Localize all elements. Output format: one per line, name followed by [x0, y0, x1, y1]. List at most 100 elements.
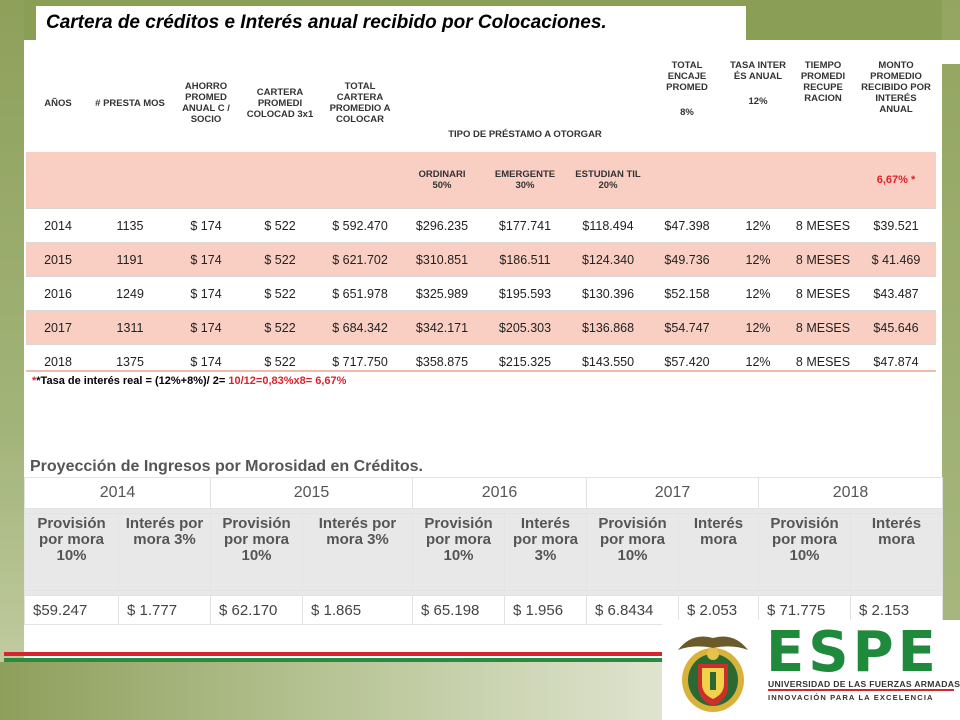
value-cell: $ 62.170	[210, 595, 303, 625]
year-header: 2018	[758, 477, 943, 509]
column-label: Provisión por mora 10%	[758, 513, 851, 591]
table1-header-row: AÑOS # PRESTA MOS AHORRO PROMED ANUAL C …	[26, 54, 936, 152]
espe-crest-icon	[678, 636, 748, 712]
subheader-emergente-pct: 30%	[515, 180, 535, 191]
cell-tasa: 12%	[726, 310, 791, 345]
espe-slogan: INNOVACIÓN PARA LA EXCELENCIA	[768, 693, 934, 702]
frame-right	[942, 0, 960, 720]
cell-cartera: $ 522	[242, 242, 318, 277]
years-row: 2014 2015 2016 2017 2018	[24, 477, 943, 509]
espe-divider	[768, 689, 954, 691]
cell-prestamos: 1191	[90, 242, 170, 277]
header-tasa-label: TASA INTER ÉS ANUAL	[730, 60, 786, 82]
cell-ahorro: $ 174	[170, 344, 242, 378]
year-header: 2017	[586, 477, 759, 509]
title-box	[36, 6, 746, 46]
table1-subheader-row: ORDINARI 50% EMERGENTE 30% ESTUDIAN TIL …	[26, 152, 937, 209]
table-row: 2018 1375 $ 174 $ 522 $ 717.750 $358.875 $215.…	[26, 344, 937, 378]
header-cartera: CARTERA PROMEDI COLOCAD 3x1	[246, 86, 314, 120]
table1-bottom-border	[26, 370, 936, 372]
header-ahorro: AHORRO PROMED ANUAL C / SOCIO	[182, 81, 230, 125]
header-tasa-pct: 12%	[748, 96, 768, 107]
table-row: 2014 1135 $ 174 $ 522 $ 592.470 $296.235 $177.…	[26, 208, 937, 243]
cell-total: $ 651.978	[318, 276, 402, 311]
subheader-estudiantil: ESTUDIAN TIL 20%	[568, 152, 649, 209]
cell-tiempo: 8 MESES	[790, 208, 857, 243]
value-cell: $ 1.865	[302, 595, 413, 625]
cell-ahorro: $ 174	[170, 276, 242, 311]
cell-emergente: $177.741	[482, 208, 568, 243]
cell-ordinario: $342.171	[402, 310, 482, 345]
subheader-estudiantil-label: ESTUDIAN TIL	[575, 169, 641, 180]
subheader-emergente: EMERGENTE 30%	[482, 152, 568, 209]
header-encaje: TOTAL ENCAJE PROMED 8%	[648, 54, 726, 152]
value-cell: $ 65.198	[412, 595, 505, 625]
cell-cartera: $ 522	[242, 276, 318, 311]
cell-ordinario: $296.235	[402, 208, 482, 243]
cell-monto: $39.521	[856, 208, 937, 243]
cell-ordinario: $358.875	[402, 344, 482, 378]
column-label: Provisión por mora 10%	[412, 513, 505, 591]
table1-body: 2014 1135 $ 174 $ 522 $ 592.470 $296.235 $177.…	[26, 208, 937, 378]
subheader-ordinario-label: ORDINARI	[418, 169, 466, 180]
cell-year: 2018	[26, 344, 90, 378]
frame-left	[0, 0, 24, 720]
cell-tiempo: 8 MESES	[790, 242, 857, 277]
cell-monto: $45.646	[856, 310, 937, 345]
value-cell: $59.247	[24, 595, 119, 625]
cell-encaje: $47.398	[648, 208, 727, 243]
values-row: $59.247 $ 1.777 $ 62.170 $ 1.865 $ 65.198 $ 1…	[24, 595, 943, 625]
cell-ahorro: $ 174	[170, 310, 242, 345]
header-tasa: TASA INTER ÉS ANUAL 12%	[726, 54, 790, 152]
cell-estudiantil: $130.396	[568, 276, 649, 311]
header-anos: AÑOS	[44, 97, 72, 109]
table-row: 2015 1191 $ 174 $ 522 $ 621.702 $310.851 $186.…	[26, 242, 937, 277]
value-cell: $ 1.956	[504, 595, 587, 625]
espe-university-name: UNIVERSIDAD DE LAS FUERZAS ARMADAS	[768, 679, 960, 689]
subheader-monto-rate: 6,67% *	[856, 152, 937, 209]
cell-encaje: $49.736	[648, 242, 727, 277]
header-prestamos: # PRESTA MOS	[95, 97, 165, 109]
cell-year: 2015	[26, 242, 90, 277]
subheader-emergente-label: EMERGENTE	[494, 169, 556, 180]
cell-emergente: $215.325	[482, 344, 568, 378]
note-text: *Tasa de interés real = (12%+8%)/ 2=	[36, 375, 226, 387]
subheader-ordinario: ORDINARI 50%	[402, 152, 482, 209]
cell-monto: $43.487	[856, 276, 937, 311]
value-cell: $ 1.777	[118, 595, 211, 625]
delinquency-table: 2014 2015 2016 2017 2018 Provisión por mora …	[24, 477, 943, 625]
column-label: Provisión por mora 10%	[210, 513, 303, 591]
cell-tasa: 12%	[726, 208, 791, 243]
column-label: Interés por mora 3%	[118, 513, 211, 591]
cell-monto: $ 41.469	[856, 242, 937, 277]
cell-prestamos: 1135	[90, 208, 170, 243]
cell-ahorro: $ 174	[170, 208, 242, 243]
cell-emergente: $195.593	[482, 276, 568, 311]
cell-ahorro: $ 174	[170, 242, 242, 277]
cell-year: 2016	[26, 276, 90, 311]
cell-cartera: $ 522	[242, 310, 318, 345]
cell-total: $ 592.470	[318, 208, 402, 243]
cell-year: 2014	[26, 208, 90, 243]
interest-rate-note: **Tasa de interés real = (12%+8%)/ 2= 10…	[32, 375, 347, 387]
labels-row: Provisión por mora 10% Interés por mora 3…	[24, 513, 943, 591]
cell-tasa: 12%	[726, 344, 791, 378]
subheader-estudiantil-pct: 20%	[598, 180, 618, 191]
cell-prestamos: 1311	[90, 310, 170, 345]
cell-encaje: $57.420	[648, 344, 727, 378]
cell-estudiantil: $136.868	[568, 310, 649, 345]
cell-tasa: 12%	[726, 276, 791, 311]
delinquency-title: Proyección de Ingresos por Morosidad en …	[30, 458, 423, 475]
header-monto: MONTO PROMEDIO RECIBIDO POR INTERÉS ANUA…	[861, 60, 931, 115]
table-row: 2016 1249 $ 174 $ 522 $ 651.978 $325.989 $195.…	[26, 276, 937, 311]
subheader-ordinario-pct: 50%	[432, 180, 452, 191]
column-label: Interés mora	[678, 513, 759, 591]
frame-notch	[942, 40, 960, 64]
column-label: Interés por mora 3%	[302, 513, 413, 591]
cell-cartera: $ 522	[242, 208, 318, 243]
cell-estudiantil: $143.550	[568, 344, 649, 378]
cell-tiempo: 8 MESES	[790, 344, 857, 378]
cell-cartera: $ 522	[242, 344, 318, 378]
cell-tasa: 12%	[726, 242, 791, 277]
header-encaje-pct: 8%	[680, 107, 694, 118]
